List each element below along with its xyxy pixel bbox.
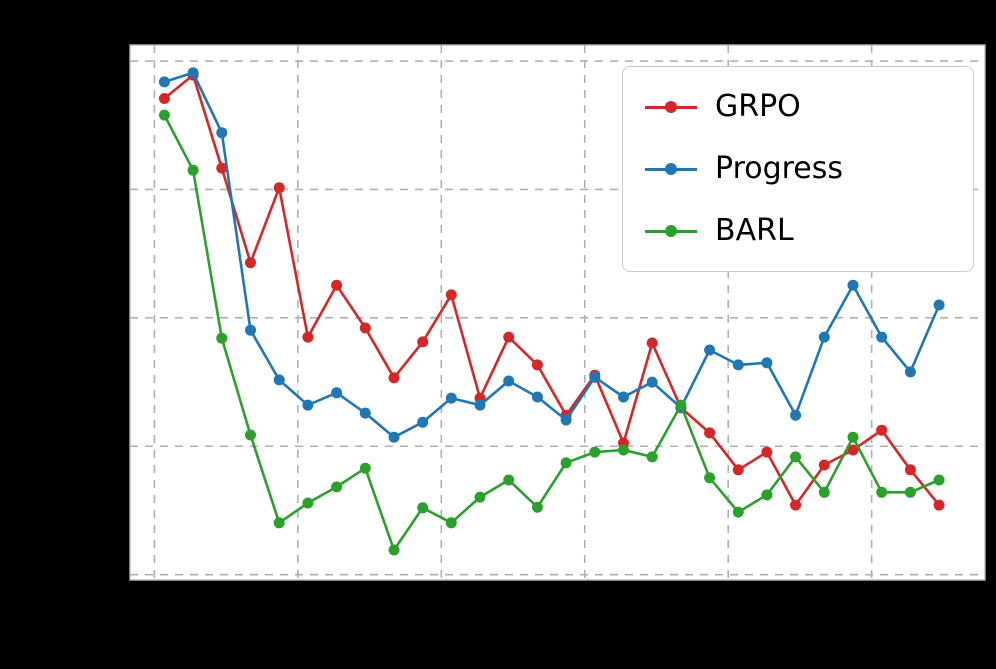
- data-point-marker: [331, 279, 343, 291]
- data-point-marker: [646, 337, 658, 349]
- legend-label-grpo: GRPO: [715, 89, 801, 124]
- data-point-marker: [216, 332, 228, 344]
- data-point-marker: [790, 499, 802, 511]
- data-point-marker: [359, 462, 371, 474]
- legend-item-grpo: GRPO: [645, 81, 951, 133]
- data-point-marker: [589, 371, 601, 383]
- data-point-marker: [388, 544, 400, 556]
- data-point-marker: [933, 474, 945, 486]
- data-point-marker: [388, 431, 400, 443]
- data-point-marker: [273, 182, 285, 194]
- data-point-marker: [732, 506, 744, 518]
- data-point-marker: [704, 344, 716, 356]
- data-point-marker: [560, 457, 572, 469]
- data-point-marker: [646, 451, 658, 463]
- legend: GRPO Progress BARL: [622, 66, 974, 272]
- data-point-marker: [847, 444, 859, 456]
- legend-item-barl: BARL: [645, 205, 951, 257]
- data-point-marker: [474, 491, 486, 503]
- data-point-marker: [445, 517, 457, 529]
- data-point-marker: [618, 391, 629, 403]
- data-point-marker: [158, 93, 170, 104]
- data-point-marker: [503, 375, 515, 387]
- series-line: [163, 71, 941, 439]
- data-point-marker: [503, 331, 515, 343]
- data-point-marker: [531, 391, 543, 403]
- data-point-marker: [933, 299, 945, 311]
- data-point-marker: [187, 164, 199, 176]
- series-line: [163, 113, 941, 552]
- series-barl: [158, 109, 945, 556]
- data-point-marker: [876, 331, 888, 343]
- gridlines: [130, 45, 985, 580]
- data-point-marker: [417, 336, 429, 348]
- data-point-marker: [531, 359, 543, 371]
- data-point-marker: [331, 387, 343, 399]
- data-point-marker: [589, 446, 601, 458]
- series-line: [163, 73, 941, 507]
- data-point-marker: [245, 257, 256, 269]
- data-point-marker: [847, 279, 859, 291]
- data-point-marker: [646, 376, 658, 388]
- data-point-marker: [388, 372, 400, 384]
- data-point-marker: [761, 489, 773, 501]
- data-point-marker: [876, 486, 888, 498]
- data-point-marker: [503, 474, 515, 486]
- data-point-marker: [445, 392, 457, 404]
- data-point-marker: [273, 374, 285, 386]
- data-point-marker: [417, 416, 429, 428]
- data-point-marker: [876, 424, 888, 436]
- data-point-marker: [445, 289, 457, 301]
- data-point-marker: [245, 429, 256, 441]
- data-point-marker: [216, 127, 228, 139]
- data-point-marker: [273, 517, 285, 529]
- data-point-marker: [790, 451, 802, 463]
- data-point-marker: [302, 331, 314, 343]
- data-point-marker: [904, 366, 916, 378]
- data-point-marker: [847, 431, 859, 443]
- data-point-marker: [359, 407, 371, 419]
- legend-label-progress: Progress: [715, 151, 844, 186]
- data-point-marker: [158, 76, 170, 88]
- data-point-marker: [187, 67, 199, 79]
- data-point-marker: [904, 486, 916, 498]
- data-point-marker: [818, 459, 830, 471]
- data-point-marker: [790, 409, 802, 421]
- data-point-marker: [216, 162, 228, 174]
- data-point-marker: [302, 399, 314, 411]
- legend-marker-grpo-icon: [645, 100, 697, 114]
- data-point-marker: [675, 399, 687, 411]
- data-point-marker: [560, 414, 572, 426]
- series-progress: [158, 67, 945, 443]
- data-point-marker: [761, 446, 773, 458]
- data-point-marker: [302, 497, 314, 509]
- data-point-marker: [704, 472, 716, 484]
- data-point-marker: [904, 464, 916, 476]
- legend-label-barl: BARL: [715, 213, 794, 248]
- data-point-marker: [704, 427, 716, 439]
- legend-item-progress: Progress: [645, 143, 951, 195]
- data-point-marker: [417, 502, 429, 514]
- data-point-marker: [618, 444, 629, 456]
- data-point-marker: [818, 486, 830, 498]
- data-point-marker: [158, 109, 170, 121]
- legend-marker-barl-icon: [645, 224, 697, 238]
- data-point-marker: [818, 331, 830, 343]
- data-point-marker: [933, 499, 945, 511]
- data-point-marker: [245, 324, 256, 336]
- data-point-marker: [732, 359, 744, 371]
- data-point-marker: [331, 481, 343, 493]
- data-point-marker: [359, 322, 371, 334]
- data-point-marker: [761, 357, 773, 369]
- data-point-marker: [474, 399, 486, 411]
- legend-marker-progress-icon: [645, 162, 697, 176]
- data-point-marker: [732, 464, 744, 476]
- data-point-marker: [531, 501, 543, 513]
